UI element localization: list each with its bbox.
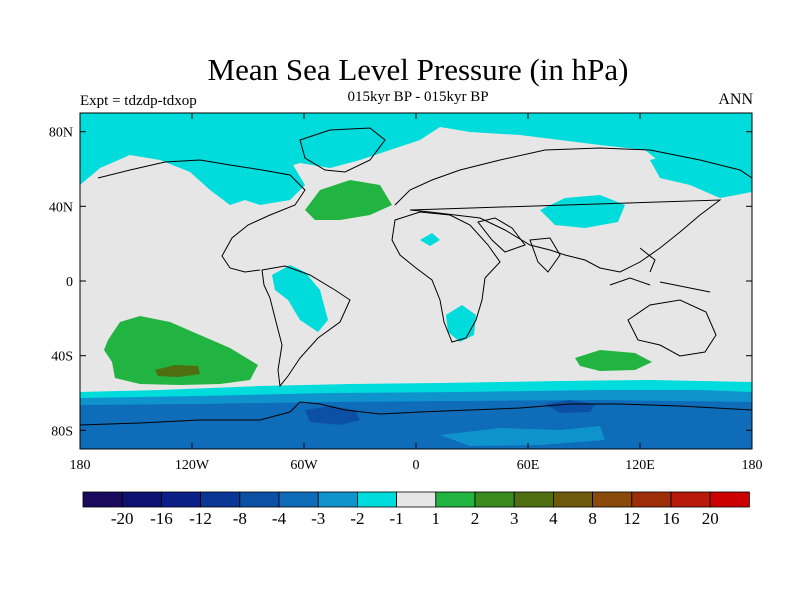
colorbar-label: -4	[272, 509, 287, 528]
indian-ocean-positive	[575, 350, 652, 371]
colorbar-swatch	[709, 491, 750, 508]
colorbar-swatch	[121, 491, 162, 508]
arabia-cyan	[420, 233, 440, 246]
colorbar-swatch	[670, 491, 711, 508]
colorbar-label: 1	[432, 509, 441, 528]
lon-tick-label: 60E	[517, 458, 540, 473]
colorbar-label: 4	[549, 509, 558, 528]
colorbar-label: 16	[663, 509, 680, 528]
longitude-axis: 180 120W 60W 0 60E 120E 180	[70, 113, 763, 473]
colorbar-swatch	[435, 491, 476, 508]
colorbar-label: 2	[471, 509, 480, 528]
south-america-coast	[261, 265, 351, 388]
south-america-cyan	[272, 265, 328, 332]
north-america-cyan	[200, 150, 305, 205]
india-coast	[529, 237, 561, 273]
africa-coast	[391, 211, 501, 343]
lat-tick-label: 0	[66, 275, 73, 290]
latitude-axis: 80N 40N 0 40S 80S	[49, 126, 752, 439]
experiment-label: Expt = tdzdp-tdxop	[80, 93, 197, 109]
north-atlantic-positive	[305, 180, 392, 220]
australia-coast	[627, 299, 717, 357]
colorbar-label: -8	[233, 509, 247, 528]
colorbar-swatch	[631, 491, 672, 508]
lon-tick-label: 180	[742, 458, 763, 473]
lat-tick-label: 40S	[51, 350, 73, 365]
eurasia-coast	[394, 147, 752, 273]
plot-title: Mean Sea Level Pressure (in hPa)	[207, 52, 629, 87]
lon-tick-label: 120W	[175, 458, 210, 473]
colorbar-swatch	[160, 491, 201, 508]
colorbar-label: 8	[588, 509, 597, 528]
arabia-coast	[477, 217, 526, 253]
antarctic-darkblue-patch	[305, 406, 360, 425]
north-pacific-cyan	[650, 150, 752, 198]
lon-tick-label: 120E	[625, 458, 655, 473]
colorbar-swatch	[82, 491, 123, 508]
southern-midblue-band	[80, 400, 752, 449]
coastlines	[80, 127, 752, 426]
colorbar-swatch	[592, 491, 633, 508]
colorbar-swatch	[278, 491, 319, 508]
north-america-coast	[97, 159, 306, 273]
colorbar-label: -3	[311, 509, 325, 528]
colorbar-label: 20	[702, 509, 719, 528]
lat-tick-label: 40N	[49, 200, 73, 215]
colorbar-label: -12	[189, 509, 212, 528]
colorbar-label: -20	[111, 509, 134, 528]
colorbar-swatch	[396, 491, 437, 508]
lat-tick-label: 80S	[51, 424, 73, 439]
colorbar-label: 12	[623, 509, 640, 528]
colorbar-swatch	[239, 491, 280, 508]
colorbar-swatch	[553, 491, 594, 508]
season-label: ANN	[718, 91, 753, 108]
colorbar-label: 3	[510, 509, 519, 528]
plot-subtitle: 015kyr BP - 015kyr BP	[347, 89, 489, 105]
south-pacific-core	[155, 365, 200, 377]
lon-tick-label: 180	[70, 458, 91, 473]
antarctic-cyan-patch	[440, 426, 605, 446]
colorbar-swatch	[317, 491, 358, 508]
lon-tick-label: 0	[413, 458, 420, 473]
antarctica-coast	[80, 401, 752, 426]
colorbar: -20 -16 -12 -8 -4 -3 -2 -1 1 2 3 4 8 12 16 20	[82, 491, 750, 528]
colorbar-label: -16	[150, 509, 173, 528]
antarctic-darkblue-patch	[545, 400, 595, 413]
greenland-coast	[299, 127, 386, 173]
colorbar-swatch	[356, 491, 397, 508]
colorbar-swatch	[513, 491, 554, 508]
colorbar-swatch	[200, 491, 241, 508]
lon-tick-label: 60W	[290, 458, 318, 473]
colorbar-swatch	[474, 491, 515, 508]
maritime-continent-coast	[609, 247, 711, 293]
south-pacific-positive	[104, 316, 258, 385]
colorbar-label: -2	[350, 509, 364, 528]
pressure-field	[80, 113, 752, 449]
colorbar-label: -1	[390, 509, 404, 528]
lat-tick-label: 80N	[49, 126, 73, 141]
